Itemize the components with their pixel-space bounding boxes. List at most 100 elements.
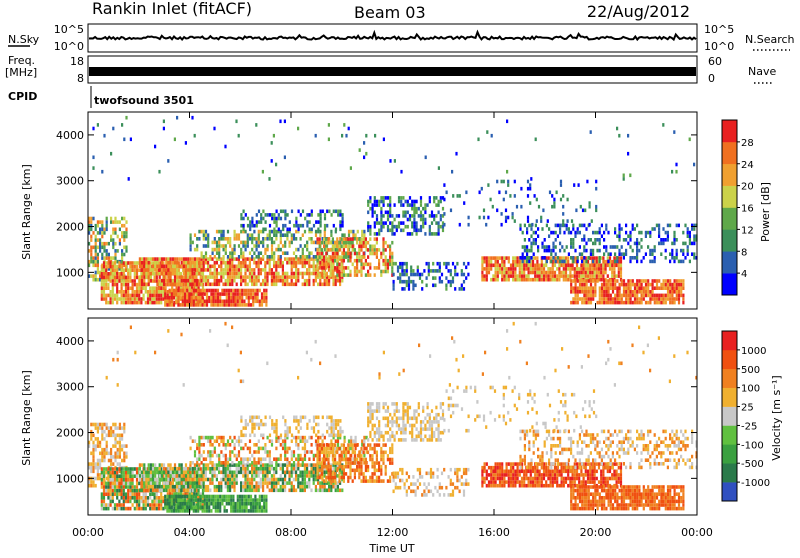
echo-cell <box>599 231 601 235</box>
echo-cell <box>116 297 118 301</box>
echo-cell <box>217 292 219 296</box>
echo-cell <box>182 292 184 296</box>
echo-cell <box>406 273 408 277</box>
echo-cell <box>181 471 183 475</box>
echo-cell <box>265 300 267 304</box>
echo-cell <box>195 303 197 307</box>
echo-cell <box>163 120 165 124</box>
echo-cell <box>205 233 207 237</box>
echo-cell <box>342 220 344 224</box>
echo-cell <box>343 252 345 256</box>
echo-cell <box>601 224 603 228</box>
echo-cell <box>577 294 579 298</box>
echo-cell <box>570 290 572 294</box>
echo-cell <box>261 292 263 296</box>
echo-cell <box>235 289 237 293</box>
echo-cell <box>232 303 234 307</box>
echo-cell <box>380 255 382 259</box>
echo-cell <box>438 211 440 215</box>
echo-cell <box>92 434 94 438</box>
echo-cell <box>141 268 143 272</box>
echo-cell <box>236 257 238 261</box>
echo-cell <box>163 257 165 261</box>
echo-cell <box>258 481 260 485</box>
echo-cell <box>116 294 118 298</box>
echo-cell <box>224 300 226 304</box>
echo-cell <box>407 218 409 222</box>
echo-cell <box>293 261 295 265</box>
echo-cell <box>614 231 616 235</box>
echo-cell <box>332 259 334 263</box>
echo-cell <box>246 506 248 510</box>
echo-cell <box>97 220 99 224</box>
echo-cell <box>284 233 286 237</box>
echo-cell <box>404 269 406 273</box>
echo-cell <box>345 273 347 277</box>
echo-cell <box>106 444 108 448</box>
echo-cell <box>387 214 389 218</box>
echo-cell <box>134 500 136 504</box>
echo-cell <box>454 269 456 273</box>
echo-cell <box>143 257 145 261</box>
echo-cell <box>599 238 601 242</box>
echo-cell <box>101 448 103 452</box>
echo-cell <box>159 474 161 478</box>
echo-cell <box>114 276 116 280</box>
echo-cell <box>163 275 165 279</box>
echo-cell <box>334 259 336 263</box>
echo-cell <box>103 492 105 496</box>
echo-cell <box>614 297 616 301</box>
echo-cell <box>121 297 123 301</box>
echo-cell <box>251 474 253 478</box>
echo-cell <box>484 267 486 271</box>
echo-cell <box>298 228 300 232</box>
echo-cell <box>586 283 588 287</box>
echo-cell <box>537 245 539 249</box>
echo-cell <box>365 152 367 156</box>
echo-cell <box>156 478 158 482</box>
colorbar-segment <box>722 273 737 295</box>
echo-cell <box>432 284 434 288</box>
echo-cell <box>505 219 507 223</box>
echo-cell <box>416 207 418 211</box>
echo-cell <box>389 203 391 207</box>
echo-cell <box>264 463 266 467</box>
echo-cell <box>161 261 163 265</box>
echo-cell <box>369 248 371 252</box>
echo-cell <box>687 245 689 249</box>
echo-cell <box>678 224 680 228</box>
echo-cell <box>291 279 293 283</box>
echo-cell <box>106 242 108 246</box>
echo-cell <box>252 289 254 293</box>
echo-cell <box>407 225 409 229</box>
echo-cell <box>176 474 178 478</box>
echo-cell <box>678 301 680 305</box>
echo-cell <box>376 214 378 218</box>
echo-cell <box>101 224 103 228</box>
echo-cell <box>123 482 125 486</box>
echo-cell <box>214 272 216 276</box>
echo-cell <box>330 273 332 277</box>
echo-cell <box>92 156 94 160</box>
echo-cell <box>164 300 166 304</box>
echo-cell <box>641 297 643 301</box>
echo-cell <box>225 261 227 265</box>
echo-cell <box>166 296 168 300</box>
echo-cell <box>389 211 391 215</box>
echo-cell <box>400 221 402 225</box>
echo-cell <box>118 297 120 301</box>
echo-cell <box>136 489 138 493</box>
echo-cell <box>508 256 510 260</box>
echo-cell <box>123 467 125 471</box>
echo-cell <box>321 273 323 277</box>
echo-cell <box>352 233 354 237</box>
echo-cell <box>656 224 658 228</box>
echo-cell <box>400 196 402 200</box>
echo-cell <box>242 489 244 493</box>
echo-cell <box>194 463 196 467</box>
echo-cell <box>394 159 396 163</box>
echo-cell <box>382 248 384 252</box>
echo-cell <box>139 257 141 261</box>
echo-cell <box>114 256 116 260</box>
echo-cell <box>218 471 220 475</box>
